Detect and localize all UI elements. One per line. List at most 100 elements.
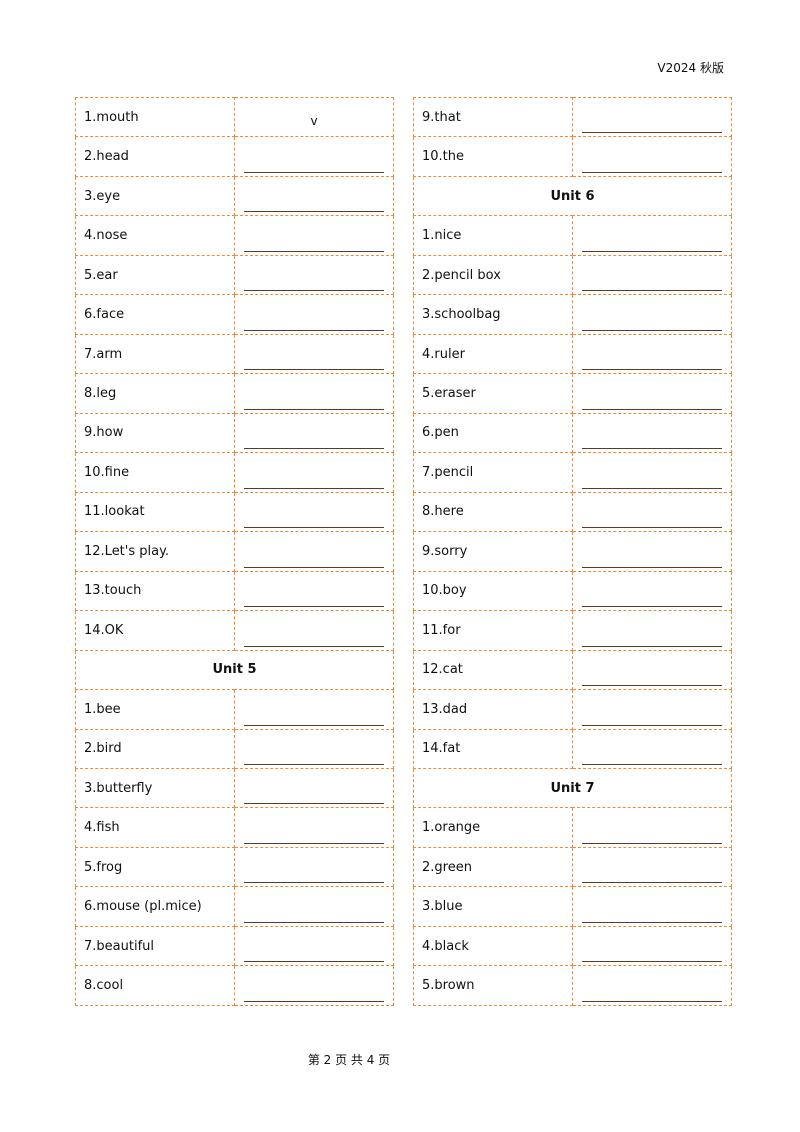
answer-cell — [234, 965, 394, 1006]
word: 4.nose — [75, 215, 235, 256]
answer-cell — [234, 333, 394, 375]
row: 3.schoolbag — [413, 294, 732, 335]
word: 12.cat — [413, 649, 573, 691]
answer-line — [244, 961, 384, 963]
row: 6.pen — [413, 412, 732, 454]
word: 5.brown — [413, 965, 573, 1006]
answer-line — [582, 132, 722, 134]
word: 12.Let's play. — [75, 531, 235, 572]
answer-line — [582, 448, 722, 450]
row: 2.green — [413, 846, 732, 888]
answer-cell — [234, 846, 394, 888]
row: 9.sorry — [413, 531, 732, 572]
row: 3.butterfly — [75, 767, 394, 809]
answer-line — [244, 487, 384, 489]
row: Unit 7 — [413, 767, 732, 809]
answer-line — [244, 606, 384, 608]
answer-cell — [234, 373, 394, 414]
word: 11.for — [413, 610, 573, 651]
answer: v — [310, 114, 318, 128]
word: 8.here — [413, 491, 573, 533]
word: 5.eraser — [413, 373, 573, 414]
word: 2.bird — [75, 728, 235, 769]
answer-line — [582, 606, 722, 608]
word: 3.butterfly — [75, 767, 235, 809]
row: 1.nice — [413, 215, 732, 256]
word: 3.blue — [413, 886, 573, 927]
answer-cell — [234, 294, 394, 335]
answer-line — [582, 527, 722, 529]
answer-line — [244, 763, 384, 765]
word: 4.ruler — [413, 333, 573, 375]
answer-line — [582, 961, 722, 963]
word: 7.beautiful — [75, 925, 235, 967]
answer-line — [244, 329, 384, 331]
answer-line — [244, 527, 384, 529]
word: 10.boy — [413, 570, 573, 612]
answer-cell — [572, 412, 732, 454]
row: 9.how — [75, 412, 394, 454]
row: 13.touch — [75, 570, 394, 612]
word: 5.ear — [75, 254, 235, 296]
answer-cell — [572, 649, 732, 691]
answer-line — [244, 1000, 384, 1002]
answer-cell — [572, 965, 732, 1006]
row: 7.arm — [75, 333, 394, 375]
answer-line — [244, 250, 384, 252]
answer-line — [244, 645, 384, 647]
row: 5.frog — [75, 846, 394, 888]
answer-line — [582, 724, 722, 726]
answer-cell — [572, 294, 732, 335]
answer-line — [582, 685, 722, 687]
answer-line — [582, 842, 722, 844]
answer-cell — [572, 333, 732, 375]
vocab-table: 1.mouth v 2.head 3.eye 4.nose 5.ear 6.face 7.ar… — [75, 96, 394, 1006]
word: 10.fine — [75, 452, 235, 493]
answer-cell — [234, 925, 394, 967]
page-number: 第 2 页 共 4 页 — [307, 1053, 391, 1067]
answer-line — [582, 290, 722, 292]
answer-cell — [572, 925, 732, 967]
answer-line — [244, 566, 384, 568]
row: 1.orange — [413, 807, 732, 848]
answer-line — [244, 448, 384, 450]
row: 11.lookat — [75, 491, 394, 533]
answer-cell — [572, 136, 732, 177]
word: 6.mouse (pl.mice) — [75, 886, 235, 927]
answer-line — [244, 211, 384, 213]
answer-cell — [234, 570, 394, 612]
answer-line — [582, 763, 722, 765]
word: 13.touch — [75, 570, 235, 612]
unit-heading: Unit 6 — [413, 175, 732, 217]
row: 10.the — [413, 136, 732, 177]
row: 5.ear — [75, 254, 394, 296]
row: 14.OK — [75, 610, 394, 651]
row: 1.mouth v — [75, 96, 394, 138]
word: 6.pen — [413, 412, 573, 454]
word: 9.how — [75, 412, 235, 454]
answer-line — [582, 487, 722, 489]
word: 4.fish — [75, 807, 235, 848]
word: 3.schoolbag — [413, 294, 573, 335]
word: 1.bee — [75, 689, 235, 730]
row: 6.mouse (pl.mice) — [75, 886, 394, 927]
vocab-table: 9.that 10.the Unit 6 1.nice 2.pencil box 3.sc… — [413, 96, 732, 1006]
row: 14.fat — [413, 728, 732, 769]
word: 14.OK — [75, 610, 235, 651]
row: Unit 5 — [75, 649, 394, 691]
row: 9.that — [413, 96, 732, 138]
row: 2.head — [75, 136, 394, 177]
answer-line — [244, 724, 384, 726]
row: 4.ruler — [413, 333, 732, 375]
word: 6.face — [75, 294, 235, 335]
answer-line — [244, 803, 384, 805]
word: 7.arm — [75, 333, 235, 375]
word: 2.green — [413, 846, 573, 888]
row: 4.nose — [75, 215, 394, 256]
word: 13.dad — [413, 689, 573, 730]
word: 3.eye — [75, 175, 235, 217]
row: 7.beautiful — [75, 925, 394, 967]
row: 10.fine — [75, 452, 394, 493]
answer-line — [244, 921, 384, 923]
answer-line — [582, 645, 722, 647]
